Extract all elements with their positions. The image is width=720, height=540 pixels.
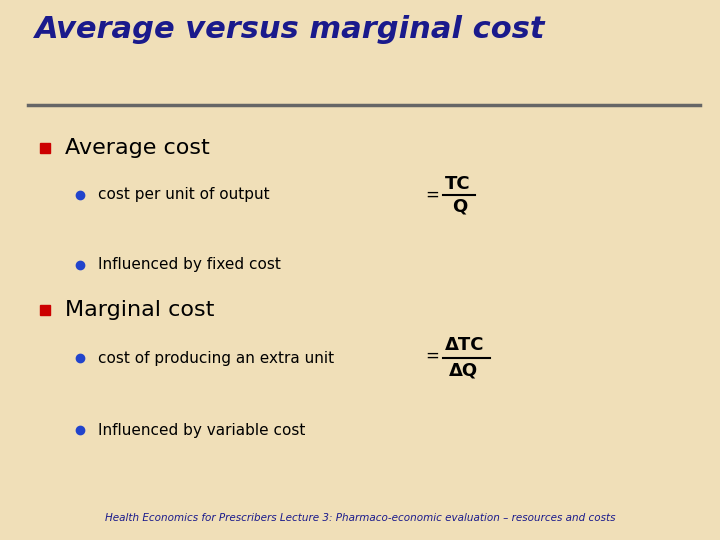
Text: TC: TC <box>445 175 471 193</box>
Text: =: = <box>425 186 439 204</box>
Text: ΔTC: ΔTC <box>445 336 485 354</box>
Text: cost per unit of output: cost per unit of output <box>98 187 269 202</box>
Text: =: = <box>425 347 439 365</box>
Text: Influenced by variable cost: Influenced by variable cost <box>98 422 305 437</box>
Text: ΔQ: ΔQ <box>449 362 478 380</box>
Text: Average versus marginal cost: Average versus marginal cost <box>35 15 546 44</box>
Text: Influenced by fixed cost: Influenced by fixed cost <box>98 258 281 273</box>
Text: cost of producing an extra unit: cost of producing an extra unit <box>98 350 334 366</box>
Text: Marginal cost: Marginal cost <box>65 300 215 320</box>
Text: Q: Q <box>452 198 467 216</box>
Text: Health Economics for Prescribers Lecture 3: Pharmaco-economic evaluation – resou: Health Economics for Prescribers Lecture… <box>104 513 616 523</box>
Text: Average cost: Average cost <box>65 138 210 158</box>
